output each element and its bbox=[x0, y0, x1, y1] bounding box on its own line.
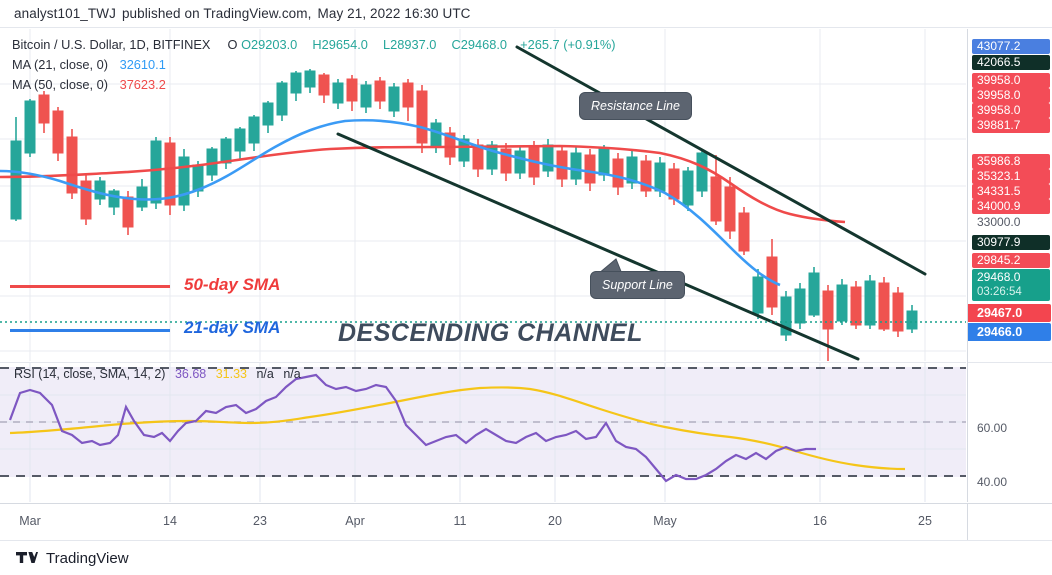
footer: TradingView bbox=[0, 540, 1052, 575]
sma21-note: 21-day SMA bbox=[184, 318, 281, 337]
ohlc-close-value: C29468.0 bbox=[451, 37, 508, 52]
bid-badge: Bid 29466.0 bbox=[968, 323, 1051, 341]
symbol-title: Bitcoin / U.S. Dollar, 1D, BITFINEX bbox=[12, 37, 211, 52]
rsi-chart-svg bbox=[0, 363, 966, 502]
resistance-trendline bbox=[515, 45, 927, 276]
bid-value: 29466.0 bbox=[977, 325, 1023, 339]
sma50-swatch-line bbox=[10, 285, 170, 288]
price-tick: 34331.5 bbox=[972, 184, 1050, 199]
rsi-line bbox=[8, 373, 816, 483]
ohlc-high-value: H29654.0 bbox=[312, 37, 368, 52]
time-tick: Apr bbox=[345, 514, 365, 528]
scale-pane-divider bbox=[968, 362, 1052, 363]
price-pane[interactable]: Bitcoin / U.S. Dollar, 1D, BITFINEX O O29… bbox=[0, 29, 966, 361]
ohlc-open-value: O29203.0 bbox=[241, 37, 298, 52]
candlestick-series bbox=[10, 69, 918, 361]
sma50-note: 50-day SMA bbox=[184, 275, 281, 294]
current-price-badge: 29468.0 03:26:54 bbox=[972, 269, 1050, 301]
rsi-sma-line bbox=[9, 386, 906, 471]
price-tick: 29845.2 bbox=[972, 253, 1050, 268]
ohlc-low-value: L28937.0 bbox=[383, 37, 437, 52]
chart-frame: Bitcoin / U.S. Dollar, 1D, BITFINEX O O29… bbox=[0, 29, 1052, 541]
resistance-line-badge: Resistance Line bbox=[579, 92, 692, 120]
ma21-line bbox=[0, 118, 781, 287]
ask-badge: Ask 29467.0 bbox=[968, 304, 1051, 322]
ma50-line bbox=[0, 144, 846, 224]
rsi-legend-name: RSI (14, close, SMA, 14, 2) bbox=[14, 367, 166, 381]
author-name: analyst101_TWJ bbox=[14, 6, 116, 21]
time-axis[interactable]: Mar 14 23 Apr 11 20 May 16 25 bbox=[0, 503, 1052, 541]
price-tick: 39958.0 bbox=[972, 88, 1050, 103]
price-tick: 35986.8 bbox=[972, 154, 1050, 169]
time-tick: 16 bbox=[813, 514, 827, 528]
time-tick: 25 bbox=[918, 514, 932, 528]
tradingview-logo-icon bbox=[16, 552, 38, 563]
publish-source: published on TradingView.com, bbox=[121, 6, 312, 21]
ma21-legend-value: 32610.1 bbox=[119, 57, 166, 72]
time-tick: 14 bbox=[163, 514, 177, 528]
rsi-lower-na: n/a bbox=[283, 367, 301, 381]
current-price-countdown: 03:26:54 bbox=[977, 286, 1022, 298]
ohlc-change-value: +265.7 (+0.91%) bbox=[520, 37, 616, 52]
price-tick: 35323.1 bbox=[972, 169, 1050, 184]
rsi-sma-value: 31.33 bbox=[215, 367, 247, 381]
tradingview-brand: TradingView bbox=[46, 549, 129, 567]
price-chart-svg bbox=[0, 29, 966, 361]
price-tick: 42066.5 bbox=[972, 55, 1050, 70]
time-tick: 20 bbox=[548, 514, 562, 528]
price-tick: 39958.0 bbox=[972, 73, 1050, 88]
sma21-swatch-line bbox=[10, 329, 170, 332]
rsi-legend: RSI (14, close, SMA, 14, 2) 36.68 31.33 … bbox=[14, 367, 301, 381]
ma50-legend: MA (50, close, 0) 37623.2 bbox=[12, 77, 166, 92]
price-tick: 30977.9 bbox=[972, 235, 1050, 250]
descending-channel-label: DESCENDING CHANNEL bbox=[338, 319, 643, 347]
price-tick: 33000.0 bbox=[977, 215, 1021, 229]
time-axis-divider bbox=[967, 504, 968, 541]
symbol-legend: Bitcoin / U.S. Dollar, 1D, BITFINEX O O29… bbox=[12, 37, 616, 52]
ma21-legend-name: MA (21, close, 0) bbox=[12, 57, 109, 72]
time-tick: 11 bbox=[453, 514, 467, 528]
publish-datetime: May 21, 2022 16:30 UTC bbox=[317, 6, 471, 21]
time-tick: 23 bbox=[253, 514, 267, 528]
ask-value: 29467.0 bbox=[977, 306, 1023, 320]
rsi-upper-na: n/a bbox=[256, 367, 274, 381]
rsi-tick: 60.00 bbox=[977, 421, 1008, 435]
price-tick: 39881.7 bbox=[972, 118, 1050, 133]
ma21-legend: MA (21, close, 0) 32610.1 bbox=[12, 57, 166, 72]
ma50-legend-value: 37623.2 bbox=[119, 77, 166, 92]
price-tick: 34000.9 bbox=[972, 199, 1050, 214]
rsi-pane[interactable]: RSI (14, close, SMA, 14, 2) 36.68 31.33 … bbox=[0, 362, 966, 502]
rsi-tick: 40.00 bbox=[977, 475, 1008, 489]
price-tick: 39958.0 bbox=[972, 103, 1050, 118]
price-tick: 43077.2 bbox=[972, 39, 1050, 54]
price-scale[interactable]: USD 43077.2 42066.5 39958.0 39958.0 3995… bbox=[967, 29, 1052, 502]
publish-header: analyst101_TWJ published on TradingView.… bbox=[0, 0, 1052, 28]
support-line-badge: Support Line bbox=[590, 271, 685, 299]
time-tick: May bbox=[653, 514, 677, 528]
current-price-value: 29468.0 bbox=[977, 270, 1021, 284]
time-tick: Mar bbox=[19, 514, 41, 528]
rsi-value: 36.68 bbox=[174, 367, 207, 381]
ma50-legend-name: MA (50, close, 0) bbox=[12, 77, 109, 92]
